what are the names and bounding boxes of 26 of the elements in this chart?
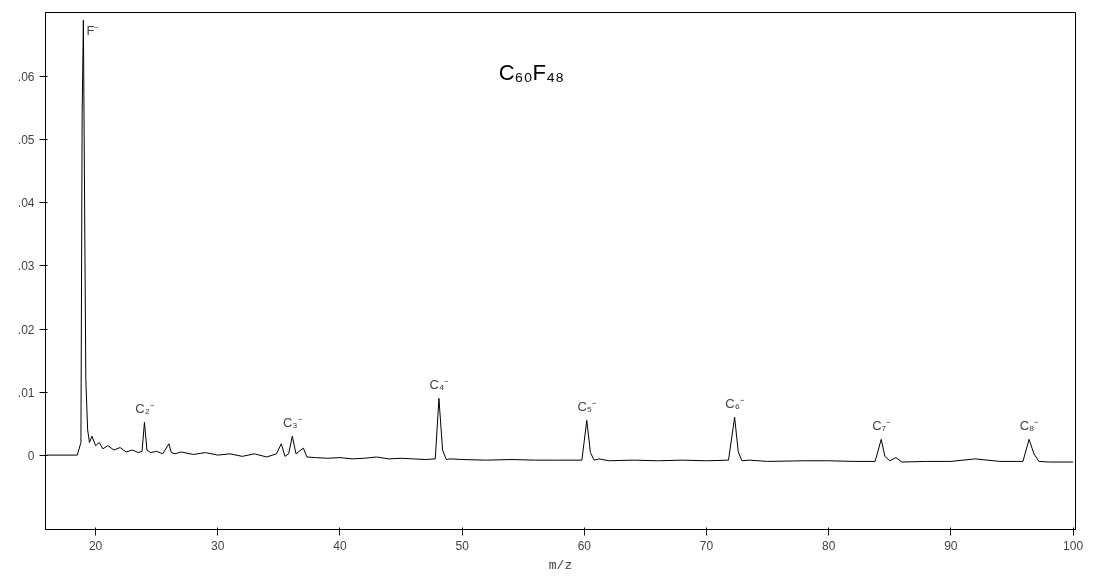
y-tick-label: .05 [17, 133, 35, 148]
annotation: C₂⁻ [135, 401, 154, 417]
x-tick-label: 30 [211, 538, 225, 553]
x-tick-label: 100 [1063, 538, 1084, 553]
y-tick-label: .04 [17, 196, 35, 211]
y-tick-label: .03 [17, 259, 35, 274]
x-tick-label: 20 [88, 538, 103, 553]
annotation: C₈⁻ [1019, 418, 1039, 434]
y-tick-label: .01 [17, 385, 35, 400]
annotation: C₇⁻ [872, 418, 891, 434]
x-tick-label: 50 [455, 538, 470, 553]
x-tick-label: 90 [944, 538, 958, 553]
x-tick-label: 70 [699, 538, 714, 553]
annotation: F⁻ [86, 23, 99, 39]
y-tick-label: 0 [27, 448, 35, 463]
text: C₆₀F₄₈ [498, 59, 565, 85]
annotation: C₅⁻ [577, 399, 597, 415]
x-tick-label: 60 [577, 538, 592, 553]
y-tick-label: .02 [17, 322, 35, 337]
x-tick-label: 80 [822, 538, 836, 553]
y-tick-label: .06 [17, 70, 35, 85]
x-axis-title: m/z [548, 557, 573, 573]
annotation: C₄⁻ [429, 377, 449, 393]
annotation: C₃⁻ [282, 415, 302, 431]
x-tick-label: 40 [333, 538, 347, 553]
annotation: C₆⁻ [725, 396, 744, 412]
